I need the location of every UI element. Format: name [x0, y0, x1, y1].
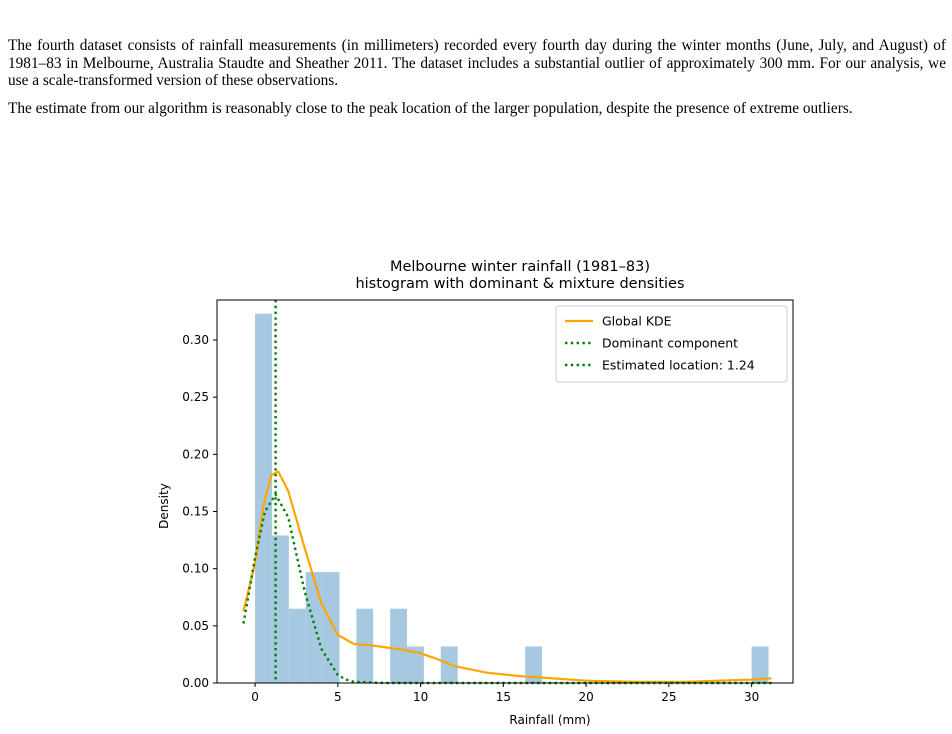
histogram-bar [271, 535, 289, 683]
paragraph-estimate-comment: The estimate from our algorithm is reaso… [8, 100, 853, 117]
legend-box [555, 305, 788, 383]
chart-subtitle: histogram with dominant & mixture densit… [355, 276, 684, 292]
y-tick-label: 0.05 [182, 619, 209, 633]
x-axis-label: Rainfall (mm) [509, 713, 590, 727]
histogram-bar [407, 646, 424, 683]
histogram-bar [288, 608, 306, 683]
x-tick-label: 20 [578, 690, 593, 704]
y-tick-label: 0.00 [182, 676, 209, 690]
y-tick-label: 0.25 [182, 390, 209, 404]
plot-area: 0 5 10 15 20 25 30 0.00 0.05 0.10 0.15 0.20 0.25 0.30… [182, 299, 794, 704]
x-tick-label: 0 [251, 690, 259, 704]
axes-frame [216, 299, 794, 684]
x-tick-label: 5 [334, 690, 342, 704]
dominant-component-line [242, 493, 772, 685]
y-tick-label: 0.30 [182, 333, 209, 347]
histogram-bar [255, 313, 272, 683]
y-tick-label: 0.10 [182, 562, 209, 576]
legend-entry-estimated-location: Estimated location: 1.24 [602, 358, 755, 373]
chart-title: Melbourne winter rainfall (1981–83) [390, 259, 650, 275]
x-tick-label: 30 [744, 690, 759, 704]
x-tick-label: 15 [496, 690, 511, 704]
histogram-bar [751, 646, 769, 683]
histogram-bar [390, 608, 408, 683]
histogram-bar [525, 646, 543, 683]
y-tick-label: 0.15 [182, 505, 209, 519]
histogram-bar [322, 572, 340, 683]
y-axis-label: Density [157, 483, 171, 529]
legend: Global KDE Dominant component Estimated lo… [555, 305, 788, 383]
x-tick-label: 10 [413, 690, 428, 704]
x-tick-label: 25 [661, 690, 676, 704]
legend-entry-dominant-component: Dominant component [602, 336, 738, 351]
legend-entry-global-kde: Global KDE [602, 314, 672, 329]
y-tick-label: 0.20 [182, 447, 209, 461]
rainfall-figure: Melbourne winter rainfall (1981–83) hist… [157, 259, 794, 727]
paragraph-dataset-description: The fourth dataset consists of rainfall … [8, 37, 946, 89]
